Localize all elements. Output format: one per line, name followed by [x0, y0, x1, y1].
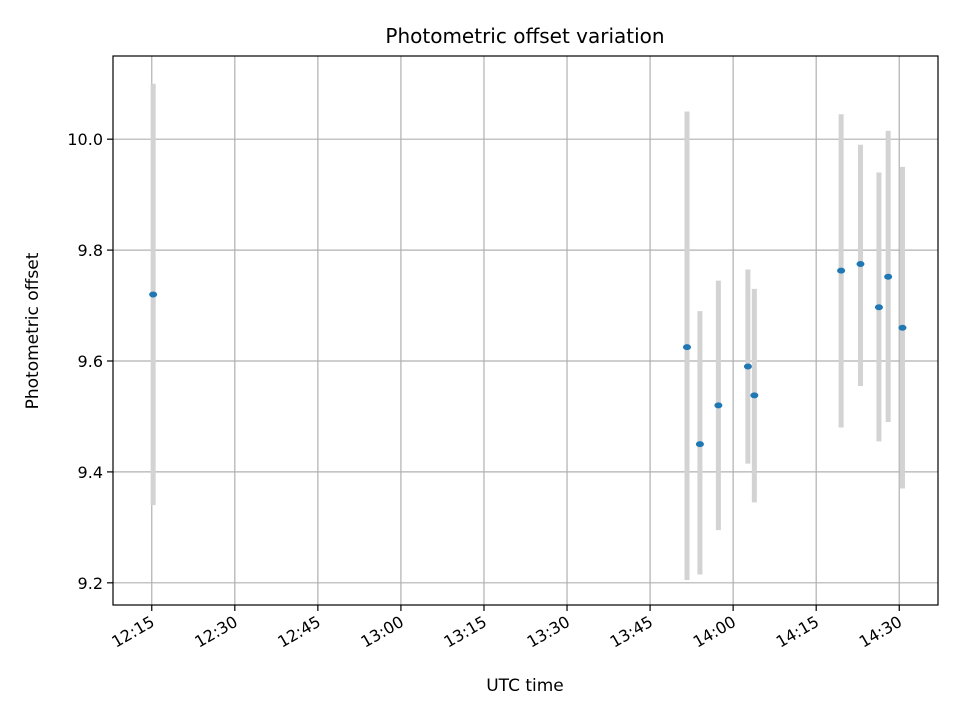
y-tick-label: 9.4 [78, 463, 103, 482]
data-point [682, 344, 691, 351]
y-tick-label: 9.8 [78, 241, 103, 260]
data-points [149, 260, 907, 448]
data-point [743, 363, 752, 370]
data-point [149, 291, 158, 298]
x-axis-title: UTC time [486, 676, 564, 696]
plot-area-frame [112, 55, 939, 606]
y-tick-label: 10.0 [67, 130, 103, 149]
grid-lines [113, 56, 938, 605]
data-point [898, 324, 907, 331]
y-tick-label: 9.6 [78, 352, 103, 371]
y-axis-title: Photometric offset [23, 252, 43, 409]
y-tick-label: 9.2 [78, 574, 103, 593]
chart-title: Photometric offset variation [385, 24, 664, 48]
data-point [884, 273, 893, 280]
data-point [695, 441, 704, 448]
data-point [874, 304, 883, 311]
data-point [750, 392, 759, 399]
data-point [714, 402, 723, 409]
y-axis-ticks: 9.2 9.4 9.6 9.8 10.0 [67, 130, 113, 593]
data-point [837, 267, 846, 274]
data-point [856, 260, 865, 267]
